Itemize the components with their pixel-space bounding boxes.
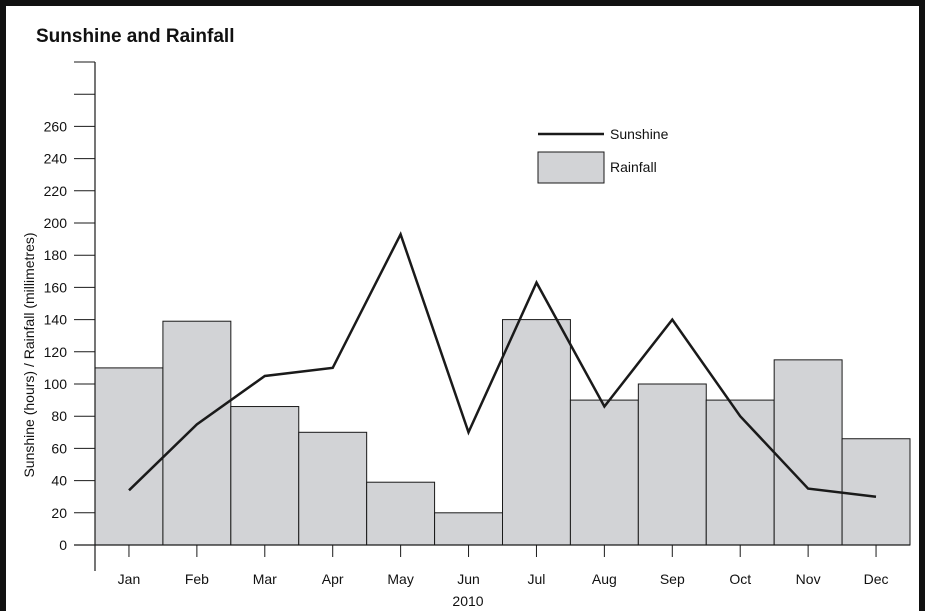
axes: 0 20 40 60 80 100 120 140 160 180 200 220 240 260 Jan F…: [44, 61, 910, 587]
y-tick-label-260: 260: [44, 118, 68, 134]
rainfall-bar-apr: [298, 431, 368, 546]
legend-rainfall-swatch: [537, 151, 605, 184]
rainfall-bar-mar: [230, 406, 300, 546]
y-tick-label-40: 40: [51, 473, 67, 489]
rainfall-bar-dec: [841, 438, 911, 546]
y-tick-label-140: 140: [44, 312, 68, 328]
y-tick-label-240: 240: [44, 151, 68, 167]
x-tick-label-aug: Aug: [592, 571, 617, 587]
rainfall-bar-sep: [637, 383, 707, 546]
y-tick-label-80: 80: [51, 408, 67, 424]
rainfall-bar-jul: [502, 319, 571, 546]
x-tick-label-jul: Jul: [528, 571, 546, 587]
rainfall-bar-jan: [94, 367, 164, 546]
x-tick-label-apr: Apr: [322, 571, 344, 587]
rainfall-bar-jun: [434, 512, 504, 546]
y-tick-label-20: 20: [51, 505, 67, 521]
x-tick-label-feb: Feb: [185, 571, 209, 587]
y-tick-label-180: 180: [44, 247, 68, 263]
rainfall-bar-nov: [773, 359, 843, 546]
x-axis-label: 2010: [452, 593, 483, 609]
x-tick-label-sep: Sep: [660, 571, 685, 587]
rainfall-bar-feb: [162, 320, 232, 546]
chart-title: Sunshine and Rainfall: [36, 26, 234, 47]
x-tick-label-dec: Dec: [864, 571, 889, 587]
rainfall-bar-aug: [569, 399, 639, 546]
sunshine-line: [128, 231, 877, 498]
y-axis-label: Sunshine (hours) / Rainfall (millimetres…: [21, 232, 37, 477]
x-tick-label-oct: Oct: [729, 571, 751, 587]
rainfall-bar-oct: [705, 399, 775, 546]
y-tick-label-0: 0: [59, 537, 67, 553]
y-tick-label-160: 160: [44, 279, 68, 295]
x-tick-label-may: May: [387, 571, 413, 587]
y-tick-label-220: 220: [44, 183, 68, 199]
legend-rainfall-label: Rainfall: [610, 159, 657, 175]
y-tick-label-60: 60: [51, 440, 67, 456]
y-tick-label-120: 120: [44, 344, 68, 360]
x-tick-label-jan: Jan: [118, 571, 141, 587]
legend-sunshine-label: Sunshine: [610, 126, 669, 142]
rainfall-bar-may: [366, 481, 436, 546]
y-tick-label-100: 100: [44, 376, 68, 392]
legend: Sunshine Rainfall: [537, 126, 669, 184]
y-tick-label-200: 200: [44, 215, 68, 231]
x-tick-label-mar: Mar: [253, 571, 277, 587]
x-tick-label-nov: Nov: [796, 571, 821, 587]
x-tick-label-jun: Jun: [457, 571, 480, 587]
rainfall-bars: [94, 319, 911, 546]
